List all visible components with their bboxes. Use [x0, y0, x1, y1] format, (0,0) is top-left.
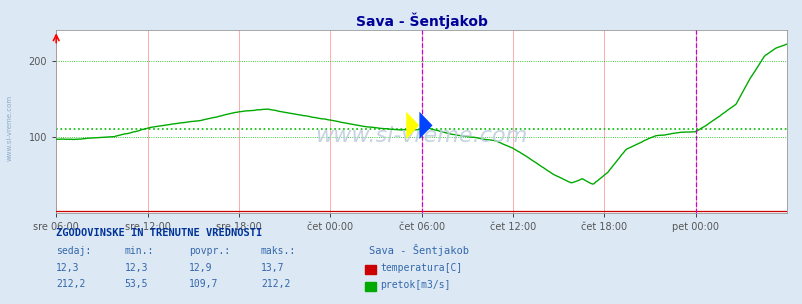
Text: 12,3: 12,3 — [124, 263, 148, 273]
Text: 12,9: 12,9 — [188, 263, 212, 273]
Text: 53,5: 53,5 — [124, 279, 148, 289]
Polygon shape — [406, 112, 419, 139]
Text: Sava - Šentjakob: Sava - Šentjakob — [369, 244, 469, 256]
Text: 13,7: 13,7 — [261, 263, 284, 273]
Text: 109,7: 109,7 — [188, 279, 218, 289]
Text: www.si-vreme.com: www.si-vreme.com — [6, 95, 13, 161]
Text: povpr.:: povpr.: — [188, 246, 229, 256]
Text: 212,2: 212,2 — [56, 279, 86, 289]
Text: ZGODOVINSKE IN TRENUTNE VREDNOSTI: ZGODOVINSKE IN TRENUTNE VREDNOSTI — [56, 228, 262, 238]
Polygon shape — [419, 112, 432, 139]
Text: 12,3: 12,3 — [56, 263, 79, 273]
Text: www.si-vreme.com: www.si-vreme.com — [315, 126, 527, 146]
Text: 212,2: 212,2 — [261, 279, 290, 289]
Text: min.:: min.: — [124, 246, 154, 256]
Text: pretok[m3/s]: pretok[m3/s] — [380, 280, 451, 290]
Text: temperatura[C]: temperatura[C] — [380, 263, 462, 273]
Title: Sava - Šentjakob: Sava - Šentjakob — [355, 13, 487, 29]
Text: maks.:: maks.: — [261, 246, 296, 256]
Text: sedaj:: sedaj: — [56, 246, 91, 256]
